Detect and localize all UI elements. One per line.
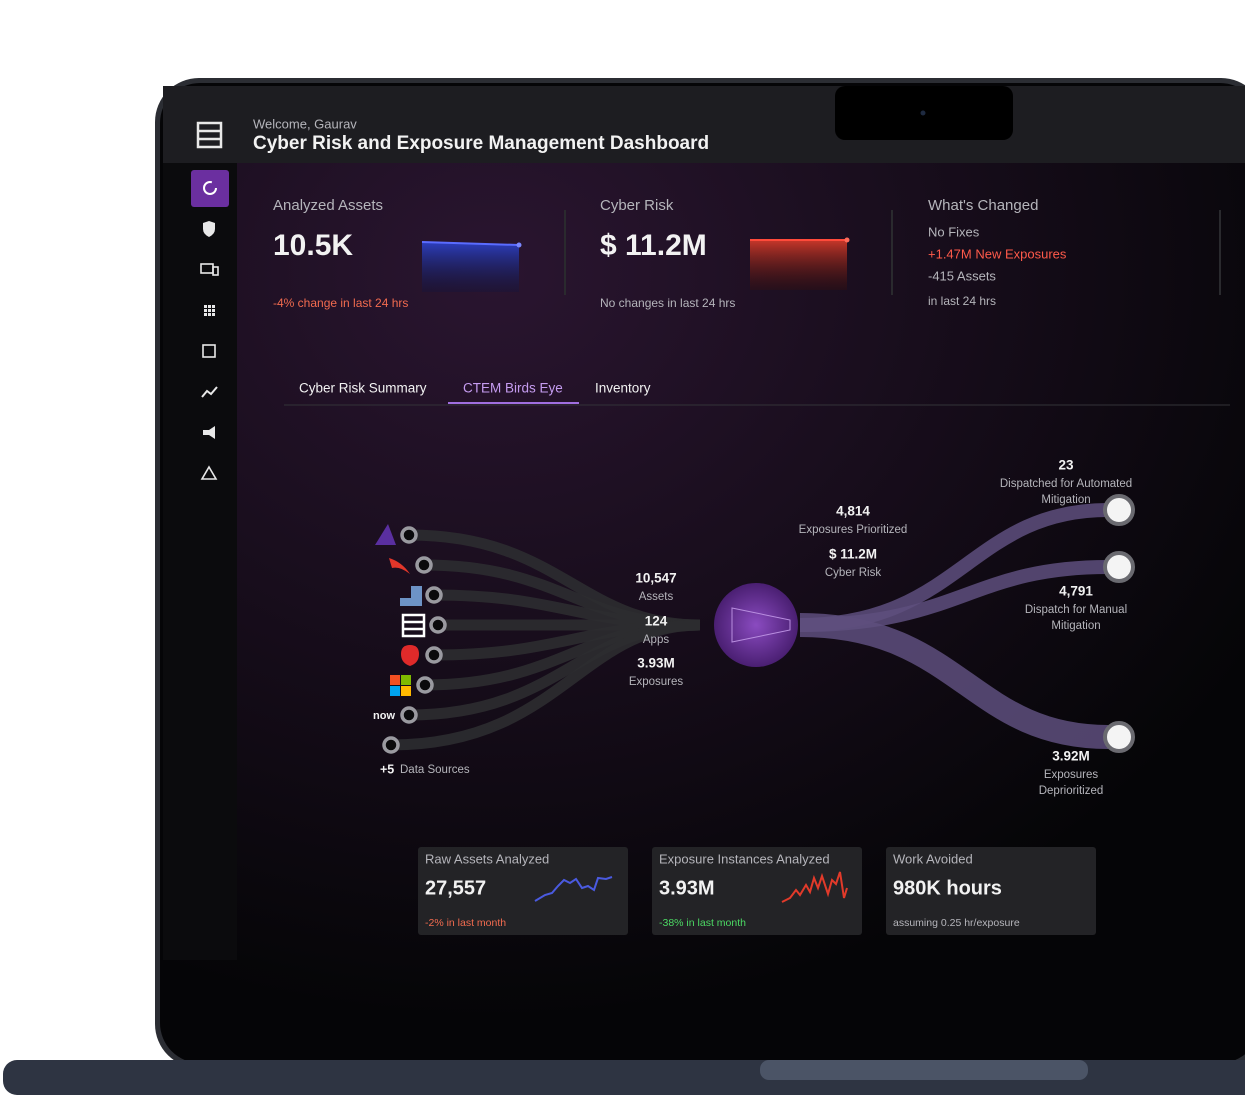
camera bbox=[920, 110, 926, 116]
outcome-value: 23 bbox=[1058, 458, 1074, 473]
hub-funnel bbox=[731, 607, 791, 643]
change-line: +1.47M New Exposures bbox=[928, 246, 1067, 261]
metric-note: -2% in last month bbox=[425, 917, 506, 929]
sources-count: +5 bbox=[380, 762, 394, 776]
card-chart bbox=[750, 240, 847, 290]
source-logo bbox=[401, 645, 419, 666]
stat-label: Exposures Prioritized bbox=[799, 524, 908, 536]
nav-icon[interactable] bbox=[203, 181, 217, 195]
nav-icon[interactable] bbox=[201, 386, 218, 398]
app-logo bbox=[196, 121, 223, 149]
tab-active[interactable]: CTEM Birds Eye bbox=[463, 381, 563, 396]
card-value: 10.5K bbox=[273, 229, 353, 262]
outcome-label: Exposures bbox=[1044, 769, 1099, 781]
card-chart-dot bbox=[516, 242, 522, 248]
tab[interactable]: Cyber Risk Summary bbox=[299, 381, 427, 396]
metric-label: Work Avoided bbox=[893, 851, 973, 866]
metric-note: -38% in last month bbox=[659, 917, 746, 929]
stat-label: Exposures bbox=[629, 676, 684, 688]
outcome-label: Deprioritized bbox=[1039, 785, 1104, 797]
outcome-value: 4,791 bbox=[1059, 584, 1093, 599]
header-bar bbox=[163, 86, 1245, 163]
source-logo bbox=[390, 675, 411, 696]
trackpad-notch bbox=[760, 1060, 1088, 1080]
outcome-nodes bbox=[1103, 494, 1135, 753]
outcome-label: Dispatched for Automated bbox=[1000, 478, 1132, 490]
card-note: No changes in last 24 hrs bbox=[600, 296, 735, 310]
change-line: -415 Assets bbox=[928, 268, 996, 283]
tab-underline bbox=[448, 402, 579, 404]
sparkline bbox=[781, 871, 848, 903]
card-chart bbox=[422, 242, 519, 292]
source-logo bbox=[389, 558, 410, 574]
stat-value: 4,814 bbox=[836, 504, 870, 519]
nav-icon[interactable] bbox=[200, 465, 218, 480]
metric-card bbox=[886, 847, 1096, 935]
stat-label: Assets bbox=[639, 591, 674, 603]
card-label: Cyber Risk bbox=[600, 197, 674, 214]
stat-value: 3.93M bbox=[637, 656, 675, 671]
outcome-flows bbox=[799, 503, 1109, 749]
metric-value: 980K hours bbox=[893, 877, 1002, 899]
outcome-label: Mitigation bbox=[1041, 494, 1090, 506]
metric-card bbox=[652, 847, 862, 935]
source-logo bbox=[375, 524, 396, 545]
outcome-value: 3.92M bbox=[1052, 749, 1090, 764]
card-chart-dot bbox=[844, 237, 850, 243]
hub bbox=[714, 583, 798, 667]
card-chart-line bbox=[421, 241, 520, 246]
card-note: -4% change in last 24 hrs bbox=[273, 296, 408, 310]
stat-value: 10,547 bbox=[635, 571, 676, 586]
screen bbox=[163, 86, 1245, 1018]
nav-icon[interactable] bbox=[203, 221, 215, 237]
nav-icon[interactable] bbox=[203, 426, 215, 439]
nav-icon[interactable] bbox=[202, 344, 216, 358]
nav-active[interactable] bbox=[191, 170, 229, 207]
stat-value: 124 bbox=[645, 614, 668, 629]
card-value: $ 11.2M bbox=[600, 229, 707, 262]
outcome-label: Mitigation bbox=[1051, 620, 1100, 632]
source-logo-text: now bbox=[373, 710, 395, 722]
outcome-label: Dispatch for Manual bbox=[1025, 604, 1127, 616]
stat-value: $ 11.2M bbox=[829, 547, 877, 562]
card-label: Analyzed Assets bbox=[273, 197, 383, 214]
metric-note: assuming 0.25 hr/exposure bbox=[893, 917, 1020, 929]
metric-value: 27,557 bbox=[425, 877, 486, 899]
welcome: Welcome, Gaurav bbox=[253, 116, 357, 131]
source-logo bbox=[400, 586, 422, 606]
stat-label: Apps bbox=[643, 634, 669, 646]
source-nodes bbox=[382, 526, 447, 754]
metric-value: 3.93M bbox=[659, 877, 715, 899]
dashboard-title: Cyber Risk and Exposure Management Dashb… bbox=[253, 133, 709, 154]
metric-card bbox=[418, 847, 628, 935]
metric-label: Exposure Instances Analyzed bbox=[659, 851, 830, 866]
source-logo bbox=[401, 613, 426, 638]
card-note: in last 24 hrs bbox=[928, 294, 996, 308]
sources-label: Data Sources bbox=[400, 764, 470, 776]
sparkline bbox=[534, 876, 613, 902]
metric-label: Raw Assets Analyzed bbox=[425, 851, 549, 866]
stat-label: Cyber Risk bbox=[825, 567, 881, 579]
nav-icon[interactable] bbox=[212, 266, 219, 276]
nav-icon[interactable] bbox=[204, 305, 215, 316]
change-line: No Fixes bbox=[928, 224, 980, 239]
sidebar bbox=[163, 163, 237, 960]
tab[interactable]: Inventory bbox=[595, 381, 651, 396]
source-flows bbox=[390, 529, 701, 751]
card-label: What's Changed bbox=[928, 197, 1038, 214]
